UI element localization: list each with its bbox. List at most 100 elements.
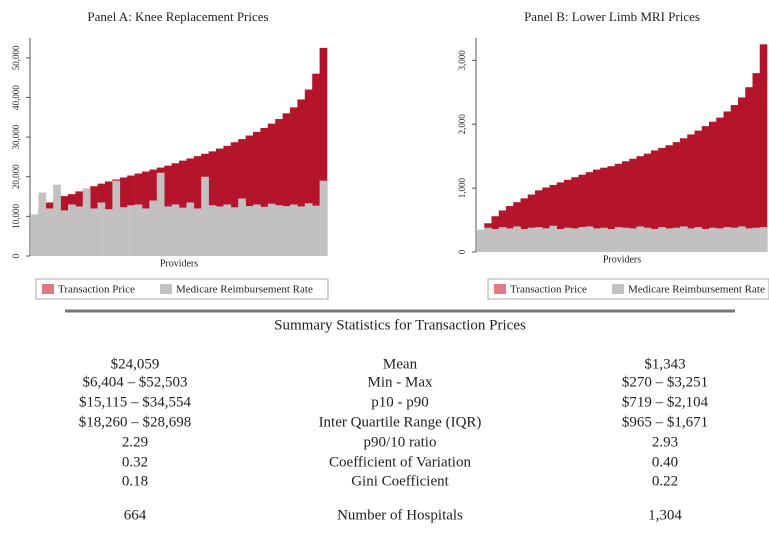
bar [282, 206, 291, 256]
bar [672, 142, 681, 252]
x-axis-label: Providers [603, 254, 641, 265]
bar [593, 169, 601, 252]
bar [709, 227, 717, 252]
bar [304, 89, 313, 256]
bar [636, 156, 645, 252]
bar [564, 179, 572, 252]
bar [238, 198, 246, 256]
bar [716, 117, 724, 253]
bar [730, 105, 739, 253]
bar [629, 158, 637, 252]
bar [622, 161, 630, 252]
bar [556, 229, 565, 252]
bar [607, 166, 616, 252]
bar [134, 204, 143, 256]
bar [253, 204, 261, 256]
bar [542, 228, 550, 252]
bar [312, 205, 320, 256]
bar [319, 180, 328, 256]
bar [297, 99, 306, 256]
y-tick-label: 30,000 [11, 124, 21, 149]
bar [651, 229, 659, 252]
bar [672, 227, 681, 252]
bar [267, 203, 276, 256]
bar [193, 156, 202, 256]
table-cell: 0.32 [122, 454, 148, 470]
table-cell: $719 – $2,104 [622, 394, 709, 410]
bar [179, 207, 187, 256]
table-cell: Inter Quartile Range (IQR) [319, 414, 482, 430]
bar [564, 227, 572, 252]
bar [593, 228, 601, 252]
bar [260, 127, 269, 256]
bar [127, 205, 135, 256]
table-cell: $1,343 [644, 356, 685, 372]
bar [709, 121, 717, 252]
bar [527, 227, 536, 252]
bar [319, 47, 328, 256]
bar [238, 139, 246, 256]
table-cell: 1,304 [648, 507, 682, 523]
bar [716, 228, 724, 252]
bar [275, 119, 283, 256]
table-cell: Number of Hospitals [337, 507, 463, 523]
legend-label: Transaction Price [510, 284, 587, 296]
bar [549, 225, 558, 252]
bar [571, 228, 579, 252]
bar [571, 177, 579, 252]
bar [312, 73, 320, 256]
bar [498, 227, 507, 252]
table-cell: 2.93 [652, 434, 678, 450]
bar [600, 227, 608, 252]
bar [629, 228, 637, 252]
y-tick-label: 2,000 [457, 114, 467, 135]
bar [752, 73, 761, 252]
bar [513, 226, 521, 252]
y-tick-label: 50,000 [11, 45, 21, 70]
table-cell: $24,059 [111, 356, 160, 372]
bar [119, 207, 128, 256]
bar [230, 207, 239, 256]
table-cell: p90/10 ratio [364, 434, 437, 450]
bar [275, 205, 283, 256]
bar [658, 227, 666, 252]
bar [31, 214, 39, 256]
bar [149, 200, 158, 256]
table-cell: Gini Coefficient [351, 473, 449, 489]
bar [208, 151, 217, 256]
bar [171, 204, 180, 256]
chart-title: Panel B: Lower Limb MRI Prices [524, 9, 700, 24]
bar [614, 227, 623, 252]
bar [53, 184, 61, 256]
bar [745, 228, 753, 252]
bar [643, 153, 652, 252]
y-tick-label: 20,000 [11, 164, 21, 189]
chart-title: Panel A: Knee Replacement Prices [87, 9, 268, 24]
bar [614, 163, 623, 252]
bar [680, 226, 688, 252]
bar [730, 227, 739, 252]
legend-swatch [42, 284, 54, 294]
bar [223, 145, 232, 256]
table-cell: $965 – $1,671 [622, 414, 708, 430]
bar [578, 174, 587, 252]
legend-label: Medicare Reimbursement Rate [628, 284, 765, 296]
bar [216, 148, 224, 256]
y-tick-label: 10,000 [11, 203, 21, 228]
bar [245, 135, 254, 256]
bar [245, 206, 254, 256]
y-tick-label: 1,000 [457, 177, 467, 198]
bar [651, 150, 659, 252]
bar [491, 229, 500, 252]
legend-swatch [494, 284, 506, 294]
bar [643, 227, 652, 252]
table-cell: 0.40 [652, 454, 678, 470]
y-tick-label: 0 [457, 249, 467, 254]
bar [45, 208, 54, 256]
bar [60, 210, 69, 256]
bar [75, 206, 84, 256]
bar [600, 167, 608, 252]
bar [260, 206, 269, 256]
table-cell: 2.29 [122, 434, 148, 450]
